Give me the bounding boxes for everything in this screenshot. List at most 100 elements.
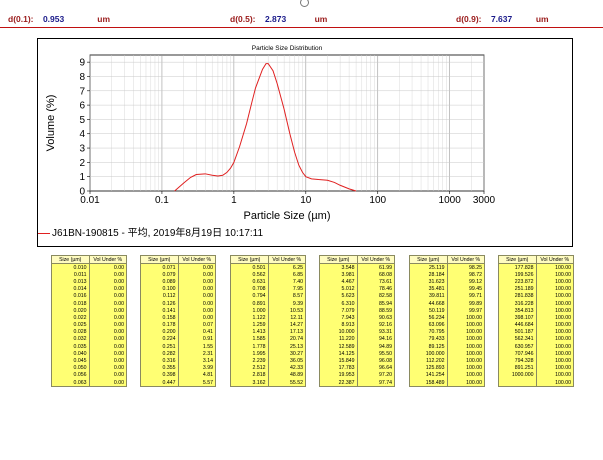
size-cell: 0.501 [230, 263, 269, 272]
vol-under-cell: 100.00 [535, 278, 574, 286]
y-tick-label: 1 [79, 172, 85, 183]
vol-under-cell: 100.00 [535, 379, 574, 388]
table-row: 0.251 1.55 [140, 343, 216, 351]
size-column-header: Size (µm) [230, 255, 269, 264]
table-row: 251.189 100.00 [498, 285, 574, 293]
table-row: 0.891 9.39 [230, 299, 306, 308]
table-row: 316.228 100.00 [498, 299, 574, 308]
table-row: 0.056 0.00 [51, 371, 127, 379]
table-row: 19.953 97.20 [319, 371, 395, 379]
size-cell [498, 379, 537, 388]
table-row: 70.795 100.00 [409, 328, 485, 336]
vol-under-cell: 9.39 [267, 299, 306, 308]
vol-under-column-header: Vol Under % [177, 255, 216, 264]
table-header-row: Size (µm) Vol Under % [498, 255, 574, 264]
size-cell: 1.259 [230, 321, 269, 329]
y-tick-label: 9 [79, 58, 85, 69]
d01-unit: um [97, 14, 111, 24]
vol-under-cell: 99.71 [446, 292, 485, 300]
table-row: 63.096 100.00 [409, 321, 485, 329]
vol-under-cell: 55.52 [267, 379, 306, 388]
table-row: 5.012 78.46 [319, 285, 395, 293]
table-row: 0.025 0.00 [51, 321, 127, 329]
table-row: 354.813 100.00 [498, 307, 574, 315]
vol-under-cell: 94.16 [356, 335, 395, 344]
size-cell: 0.251 [140, 343, 179, 351]
size-cell: 0.282 [140, 350, 179, 358]
vol-under-cell: 25.13 [267, 343, 306, 351]
vol-under-cell: 97.20 [356, 371, 395, 379]
vol-under-cell: 98.25 [446, 263, 485, 272]
size-cell: 0.035 [51, 343, 90, 351]
table-row: 89.125 100.00 [409, 343, 485, 351]
legend-label: J61BN-190815 - 平均, 2019年8月19日 10:17:11 [52, 228, 264, 239]
size-cell: 0.050 [51, 364, 90, 372]
vol-under-cell: 30.27 [267, 350, 306, 358]
vol-under-cell: 0.00 [177, 314, 216, 322]
table-row: 5.623 82.58 [319, 292, 395, 300]
particle-size-chart: Particle Size Distribution 0 1 2 3 4 5 6 7 8 9 0.01… [45, 45, 496, 222]
table-row: 50.119 99.97 [409, 307, 485, 315]
vol-under-cell: 0.00 [88, 278, 127, 286]
size-cell: 707.946 [498, 350, 537, 358]
chart-panel: Particle Size Distribution 0 1 2 3 4 5 6 7 8 9 0.01… [37, 38, 573, 247]
table-row: 158.489 100.00 [409, 379, 485, 388]
size-cell: 0.018 [51, 299, 90, 308]
vol-under-column-header: Vol Under % [535, 255, 574, 264]
vol-under-cell: 6.25 [267, 263, 306, 272]
vol-under-cell: 100.00 [446, 364, 485, 372]
size-cell: 1.122 [230, 314, 269, 322]
vol-under-cell: 0.41 [177, 328, 216, 336]
vol-under-cell: 0.00 [88, 364, 127, 372]
x-tick-label: 100 [369, 195, 386, 206]
size-cell: 3.162 [230, 379, 269, 388]
vol-under-cell: 94.89 [356, 343, 395, 351]
table-row: 1.778 25.13 [230, 343, 306, 351]
vol-under-cell: 0.00 [88, 335, 127, 344]
size-cell: 0.056 [51, 371, 90, 379]
table-header-row: Size (µm) Vol Under % [319, 255, 395, 264]
size-cell: 6.310 [319, 299, 358, 308]
x-tick-label: 10 [300, 195, 312, 206]
size-cell: 0.316 [140, 357, 179, 365]
vol-under-cell: 100.00 [535, 321, 574, 329]
table-row: 4.467 73.61 [319, 278, 395, 286]
x-axis-label: Particle Size (µm) [243, 210, 330, 222]
vol-under-cell: 90.63 [356, 314, 395, 322]
vol-under-cell: 8.57 [267, 292, 306, 300]
table-row: 0.112 0.00 [140, 292, 216, 300]
vol-under-cell: 0.00 [88, 314, 127, 322]
d09-unit: um [535, 14, 549, 24]
table-row: 0.045 0.00 [51, 357, 127, 365]
table-row: 0.028 0.00 [51, 328, 127, 336]
size-cell: 0.022 [51, 314, 90, 322]
table-row: 398.107 100.00 [498, 314, 574, 322]
size-cell: 0.071 [140, 263, 179, 272]
size-cell: 1.000 [230, 307, 269, 315]
size-cell: 0.020 [51, 307, 90, 315]
vol-under-cell: 36.05 [267, 357, 306, 365]
size-cell: 0.126 [140, 299, 179, 308]
table-row: 15.849 96.08 [319, 357, 395, 365]
table-row: 0.398 4.81 [140, 371, 216, 379]
vol-under-cell: 0.07 [177, 321, 216, 329]
size-table-2: Size (µm) Vol Under % 0.071 0.00 0.079 0.00 0.… [140, 255, 216, 388]
vol-under-cell: 99.12 [446, 278, 485, 286]
table-row: 1.585 20.74 [230, 335, 306, 344]
vol-under-cell: 20.74 [267, 335, 306, 344]
vol-under-cell: 42.33 [267, 364, 306, 372]
vol-under-cell: 68.08 [356, 271, 395, 279]
table-row: 100.000 100.00 [409, 350, 485, 358]
size-cell: 223.872 [498, 278, 537, 286]
vol-under-cell: 100.00 [446, 357, 485, 365]
table-row: 630.957 100.00 [498, 343, 574, 351]
size-cell: 0.016 [51, 292, 90, 300]
table-row: 446.684 100.00 [498, 321, 574, 329]
size-cell: 0.141 [140, 307, 179, 315]
vol-under-column-header: Vol Under % [356, 255, 395, 264]
y-tick-label: 6 [79, 101, 85, 112]
table-row: 0.447 5.57 [140, 379, 216, 388]
vol-under-cell: 0.00 [88, 321, 127, 329]
table-row: 0.794 8.57 [230, 292, 306, 300]
size-cell: 100.000 [409, 350, 448, 358]
